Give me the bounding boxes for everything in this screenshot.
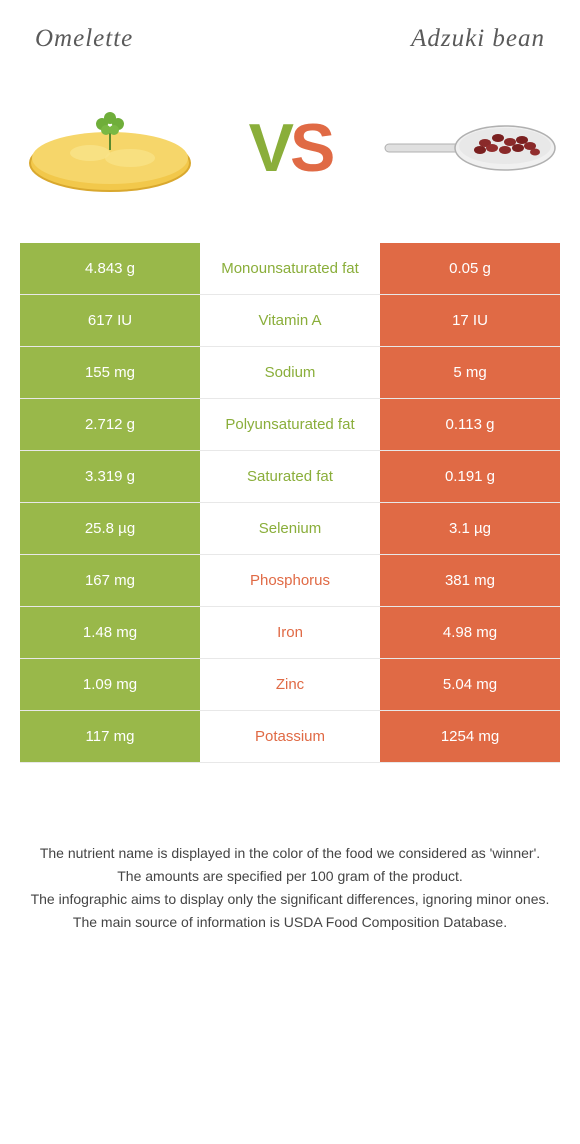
cell-left-value: 3.319 g <box>20 451 200 502</box>
vs-v: V <box>249 110 290 186</box>
cell-right-value: 381 mg <box>380 555 560 606</box>
table-row: 117 mgPotassium1254 mg <box>20 711 560 763</box>
images-row: VS <box>0 63 580 243</box>
table-row: 617 IUVitamin A17 IU <box>20 295 560 347</box>
cell-nutrient-label: Sodium <box>200 347 380 398</box>
food-title-left: Omelette <box>35 25 133 53</box>
cell-left-value: 2.712 g <box>20 399 200 450</box>
footer-notes: The nutrient name is displayed in the co… <box>0 843 580 933</box>
cell-right-value: 17 IU <box>380 295 560 346</box>
cell-nutrient-label: Iron <box>200 607 380 658</box>
table-row: 25.8 µgSelenium3.1 µg <box>20 503 560 555</box>
table-row: 3.319 gSaturated fat0.191 g <box>20 451 560 503</box>
header: Omelette Adzuki bean <box>0 0 580 63</box>
cell-left-value: 617 IU <box>20 295 200 346</box>
vs-label: VS <box>249 109 332 187</box>
table-row: 2.712 gPolyunsaturated fat0.113 g <box>20 399 560 451</box>
omelette-image <box>20 93 200 203</box>
cell-right-value: 3.1 µg <box>380 503 560 554</box>
cell-right-value: 5 mg <box>380 347 560 398</box>
cell-left-value: 167 mg <box>20 555 200 606</box>
cell-nutrient-label: Phosphorus <box>200 555 380 606</box>
footer-line-4: The main source of information is USDA F… <box>30 912 550 933</box>
cell-nutrient-label: Potassium <box>200 711 380 762</box>
cell-left-value: 117 mg <box>20 711 200 762</box>
cell-nutrient-label: Vitamin A <box>200 295 380 346</box>
cell-right-value: 4.98 mg <box>380 607 560 658</box>
cell-left-value: 1.48 mg <box>20 607 200 658</box>
cell-right-value: 5.04 mg <box>380 659 560 710</box>
cell-nutrient-label: Selenium <box>200 503 380 554</box>
table-row: 1.09 mgZinc5.04 mg <box>20 659 560 711</box>
footer-line-1: The nutrient name is displayed in the co… <box>30 843 550 864</box>
cell-nutrient-label: Monounsaturated fat <box>200 243 380 294</box>
table-row: 155 mgSodium5 mg <box>20 347 560 399</box>
adzuki-image <box>380 93 560 203</box>
cell-nutrient-label: Saturated fat <box>200 451 380 502</box>
cell-left-value: 1.09 mg <box>20 659 200 710</box>
vs-s: S <box>290 110 331 186</box>
table-row: 167 mgPhosphorus381 mg <box>20 555 560 607</box>
cell-left-value: 155 mg <box>20 347 200 398</box>
cell-left-value: 4.843 g <box>20 243 200 294</box>
food-title-right: Adzuki bean <box>411 25 545 53</box>
table-row: 4.843 gMonounsaturated fat0.05 g <box>20 243 560 295</box>
comparison-table: 4.843 gMonounsaturated fat0.05 g617 IUVi… <box>20 243 560 763</box>
table-row: 1.48 mgIron4.98 mg <box>20 607 560 659</box>
cell-left-value: 25.8 µg <box>20 503 200 554</box>
cell-right-value: 0.191 g <box>380 451 560 502</box>
footer-line-3: The infographic aims to display only the… <box>30 889 550 910</box>
footer-line-2: The amounts are specified per 100 gram o… <box>30 866 550 887</box>
cell-right-value: 0.05 g <box>380 243 560 294</box>
cell-nutrient-label: Zinc <box>200 659 380 710</box>
cell-right-value: 0.113 g <box>380 399 560 450</box>
cell-right-value: 1254 mg <box>380 711 560 762</box>
cell-nutrient-label: Polyunsaturated fat <box>200 399 380 450</box>
